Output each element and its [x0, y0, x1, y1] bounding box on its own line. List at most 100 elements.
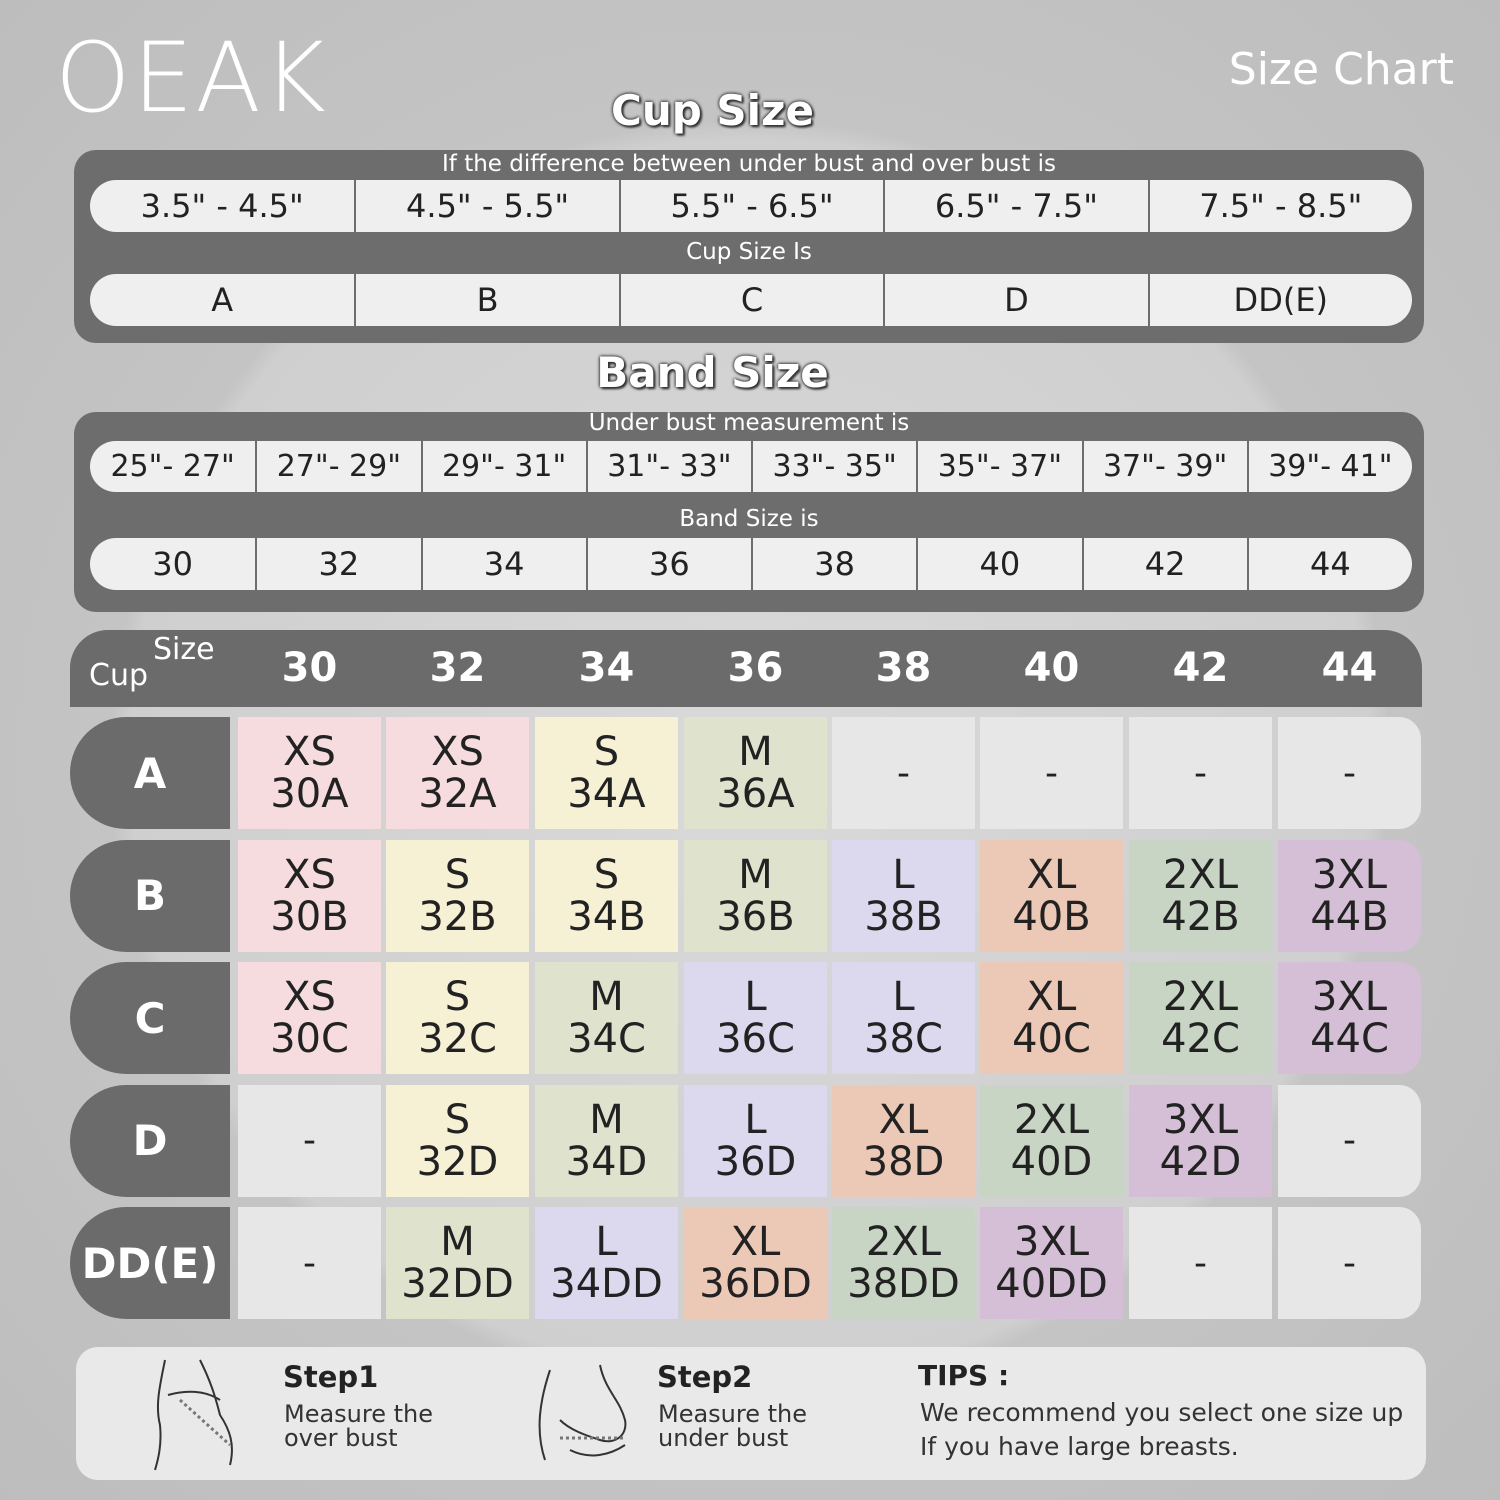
band-range: 29"- 31" [422, 441, 586, 492]
cup-result-caption: Cup Size Is [686, 239, 812, 265]
step2-icon [538, 1364, 627, 1461]
size-cell: L 36D [684, 1084, 827, 1197]
size-cell-empty: - [1129, 717, 1272, 829]
size-code: 34C [567, 1016, 646, 1062]
size-name: 3XL [1162, 1096, 1239, 1143]
size-name: L [892, 974, 915, 1020]
cup-range: 4.5" - 5.5" [356, 180, 619, 232]
size-cell-empty: - [980, 717, 1123, 829]
size-code: 42B [1161, 893, 1240, 940]
size-name: S [593, 851, 620, 898]
size-name: XL [878, 1096, 929, 1143]
size-code: 40C [1012, 1016, 1091, 1062]
size-code: 30C [270, 1016, 349, 1062]
size-code: 44B [1310, 893, 1389, 940]
page-title: Size Chart [1228, 44, 1454, 95]
size-code: 34DD [550, 1261, 663, 1307]
size-name: XL [1026, 851, 1077, 898]
size-cell: S 32C [386, 962, 529, 1074]
size-code: 38DD [847, 1261, 960, 1307]
cup-range: 3.5" - 4.5" [90, 180, 355, 232]
size-code: 32DD [401, 1261, 514, 1307]
size-name: XS [283, 851, 336, 898]
column-header: 40 [1023, 645, 1080, 691]
size-code: 34D [565, 1138, 648, 1185]
size-name: M [589, 1096, 624, 1143]
row-label: C [70, 962, 230, 1074]
size-cell-empty: - [1129, 1207, 1272, 1319]
size-name: L [892, 851, 915, 898]
size-code: 36C [716, 1016, 795, 1062]
tips-text: We recommend you select one size up [920, 1398, 1404, 1427]
size-cell: L 36C [684, 962, 827, 1074]
size-name: 2XL [1013, 1096, 1090, 1143]
corner-cup: Cup [89, 658, 149, 693]
size-code: 42D [1159, 1138, 1242, 1185]
cup-letter: D [885, 274, 1148, 326]
band-number: 32 [257, 538, 421, 590]
size-code: 34B [567, 893, 646, 940]
size-cell: L 38C [832, 962, 975, 1074]
size-cell-empty: - [832, 717, 975, 829]
band-result-caption: Band Size is [679, 506, 819, 532]
band-title: Band Size [596, 348, 829, 397]
size-name: XS [283, 729, 336, 775]
size-name: S [444, 974, 471, 1020]
size-cell: L 38B [832, 839, 975, 952]
size-name: S [444, 1096, 471, 1143]
size-name: L [744, 1096, 767, 1143]
step-title: Step1 [283, 1360, 379, 1394]
tips-text: If you have large breasts. [920, 1432, 1239, 1461]
band-range: 39"- 41" [1248, 441, 1412, 492]
size-cell: XS 32A [386, 717, 529, 829]
cup-letter: DD(E) [1149, 274, 1412, 326]
column-header: 32 [429, 645, 486, 691]
size-cell: S 34B [535, 839, 678, 952]
cup-range: 6.5" - 7.5" [885, 180, 1148, 232]
size-cell-empty: - [1278, 1207, 1421, 1319]
size-code: 44C [1310, 1016, 1389, 1062]
band-number: 38 [753, 538, 917, 590]
size-cell: XL 40C [980, 962, 1123, 1074]
band-number: 36 [587, 538, 751, 590]
cup-title: Cup Size [611, 86, 814, 135]
size-cell: 3XL 42D [1129, 1084, 1272, 1197]
size-cell: 2XL 38DD [832, 1207, 975, 1319]
band-number: 30 [90, 538, 256, 590]
size-cell: 3XL 44C [1278, 962, 1421, 1074]
size-cell: M 34D [535, 1084, 678, 1197]
brand-logo: OEAK [55, 22, 328, 134]
step-text: Measure the [658, 1400, 808, 1428]
band-range: 35"- 37" [918, 441, 1082, 492]
size-name: XL [1026, 974, 1077, 1020]
band-number: 40 [918, 538, 1082, 590]
band-number: 42 [1083, 538, 1247, 590]
band-number: 34 [422, 538, 586, 590]
size-code: 32A [418, 771, 497, 817]
size-cell: XL 38D [832, 1084, 975, 1197]
size-cell-empty: - [238, 1084, 381, 1197]
size-code: 36DD [699, 1261, 812, 1307]
size-name: 3XL [1311, 851, 1388, 898]
step-text: Measure the [284, 1400, 434, 1428]
size-cell-empty: - [238, 1207, 381, 1319]
size-cell: XL 36DD [684, 1207, 827, 1319]
size-name: L [595, 1219, 618, 1265]
size-code: 30B [270, 893, 349, 940]
size-name: XL [730, 1219, 781, 1265]
size-cell: M 32DD [386, 1207, 529, 1319]
size-name: L [744, 974, 767, 1020]
column-header: 34 [578, 645, 635, 691]
size-name: 3XL [1311, 974, 1388, 1020]
size-cell: 3XL 40DD [980, 1207, 1123, 1319]
size-cell: S 34A [535, 717, 678, 829]
cup-letter: B [356, 274, 619, 326]
band-range: 27"- 29" [257, 441, 421, 492]
column-header: 42 [1172, 645, 1229, 691]
size-code: 40DD [995, 1261, 1108, 1307]
size-name: XS [283, 974, 336, 1020]
size-cell-empty: - [1278, 1084, 1421, 1197]
size-name: XS [431, 729, 484, 775]
size-name: S [593, 729, 620, 775]
